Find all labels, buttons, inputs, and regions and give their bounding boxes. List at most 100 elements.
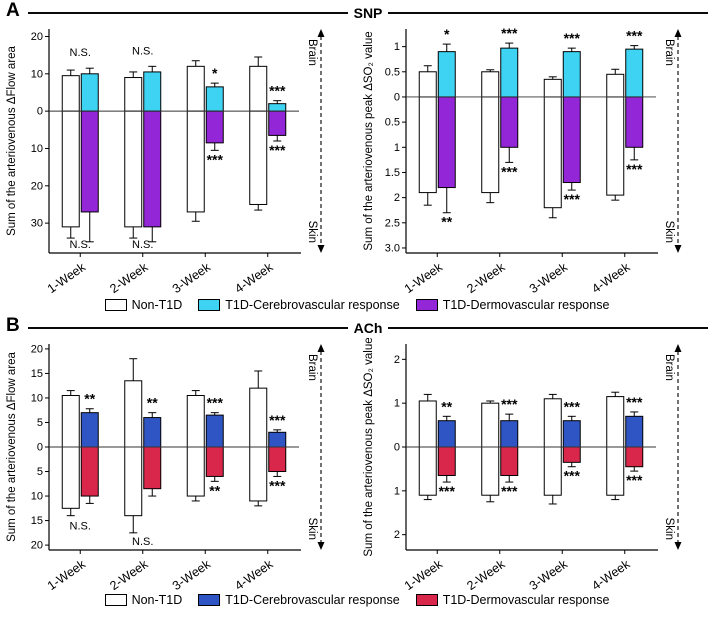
arrow-down-head <box>674 245 681 253</box>
significance-label: ** <box>441 398 452 414</box>
panel-b-charts: Sum of the arteriovenous ΔFlow area 20 15 1… <box>0 338 714 590</box>
panel-a-header: A SNP <box>0 0 714 23</box>
legend-swatch <box>104 594 127 606</box>
y-tick-label: 0 <box>36 106 42 118</box>
significance-label: *** <box>501 163 518 179</box>
bar-dermovascular <box>562 96 581 184</box>
bar-non-t1d <box>123 380 142 448</box>
y-tick-label: 10 <box>30 143 42 155</box>
legend-item: Non-T1D <box>104 298 182 312</box>
legend-label: T1D-Cerebrovascular response <box>225 298 400 312</box>
significance-label: *** <box>501 396 518 412</box>
legend-label: Non-T1D <box>131 593 183 607</box>
significance-label: ** <box>441 214 452 230</box>
bar-dermovascular <box>267 446 286 473</box>
y-tick-label: 0 <box>393 91 399 103</box>
bar-non-t1d <box>418 400 437 448</box>
legend-label: T1D-Dermovascular response <box>442 593 610 607</box>
bar-non-t1d <box>123 446 142 517</box>
significance-label: ** <box>209 482 220 498</box>
bar-cerebrovascular <box>267 431 286 448</box>
bar-non-t1d <box>186 395 205 448</box>
panel-a: A SNP Sum of the arteriovenous ΔFlow are… <box>0 0 714 315</box>
panel-a-charts: Sum of the arteriovenous ΔFlow area 20 10 0… <box>0 23 714 295</box>
y-tick-label: 1 <box>393 41 399 53</box>
bar-dermovascular <box>142 446 161 490</box>
arrow-down-head <box>674 542 681 550</box>
bar-dermovascular <box>80 446 99 497</box>
legend-swatch <box>104 299 127 311</box>
significance-label: ** <box>146 395 157 411</box>
legend-item: T1D-Cerebrovascular response <box>198 298 400 312</box>
bar-cerebrovascular <box>142 417 161 448</box>
significance-label: ** <box>84 391 95 407</box>
legend-a: Non-T1D T1D-Cerebrovascular response T1D-D… <box>0 295 714 315</box>
y-tick-label: 1 <box>393 485 399 497</box>
x-tick-label: 4-Week <box>232 557 276 590</box>
bar-dermovascular <box>80 110 99 213</box>
significance-label: *** <box>563 30 580 46</box>
bar-dermovascular <box>562 446 581 463</box>
x-tick-label: 2-Week <box>107 557 151 590</box>
legend-swatch <box>198 299 221 311</box>
significance-label: *** <box>626 28 643 44</box>
y-axis-label: Sum of the arteriovenous ΔFlow area <box>6 45 18 235</box>
bar-cerebrovascular <box>142 71 161 112</box>
significance-label: *** <box>269 477 286 493</box>
y-tick-label: 20 <box>30 540 42 552</box>
legend-swatch <box>198 594 221 606</box>
y-tick-label: 2 <box>393 192 399 204</box>
chart-svg: Sum of the arteriovenous ΔFlow area 20 10 0… <box>6 29 324 295</box>
bar-non-t1d <box>418 446 437 496</box>
chart-ach-flow: Sum of the arteriovenous ΔFlow area 20 15 1… <box>0 338 357 590</box>
bar-non-t1d <box>418 71 437 98</box>
x-tick-label: 3-Week <box>169 557 213 590</box>
panel-b-header: B ACh <box>0 315 714 338</box>
chart-snp-flow: Sum of the arteriovenous ΔFlow area 20 10 0… <box>0 23 357 295</box>
bar-cerebrovascular <box>205 414 224 448</box>
significance-label: *** <box>563 468 580 484</box>
y-axis-label: Sum of the arteriovenous peak ΔSO₂ value <box>363 338 375 557</box>
panel-b-label: B <box>6 315 20 336</box>
chart-snp-so2: Sum of the arteriovenous peak ΔSO₂ value… <box>357 23 714 295</box>
y-tick-label: 5 <box>36 417 42 429</box>
bar-non-t1d <box>543 446 562 496</box>
x-tick-label: 3-Week <box>526 260 570 295</box>
significance-label: *** <box>269 83 286 99</box>
significance-label: *** <box>626 472 643 488</box>
x-tick-label: 4-Week <box>589 260 633 295</box>
y-axis-label: Sum of the arteriovenous peak ΔSO₂ value <box>363 31 375 250</box>
significance-label: N.S. <box>132 239 153 251</box>
bar-non-t1d <box>605 96 624 196</box>
significance-label: *** <box>269 142 286 158</box>
significance-label: *** <box>206 151 223 167</box>
y-tick-label: 1 <box>393 398 399 410</box>
bar-dermovascular <box>267 110 286 136</box>
legend-swatch <box>415 594 438 606</box>
significance-label: *** <box>626 394 643 410</box>
arrow-up-head <box>674 344 681 352</box>
brain-label: Brain <box>306 354 318 381</box>
significance-label: *** <box>206 395 223 411</box>
header-rule <box>388 11 709 15</box>
bar-non-t1d <box>605 446 624 496</box>
bar-dermovascular <box>437 446 456 476</box>
legend-item: Non-T1D <box>104 593 183 607</box>
bar-non-t1d <box>480 402 499 448</box>
y-tick-label: 2 <box>393 529 399 541</box>
y-tick-label: 20 <box>30 343 42 355</box>
y-tick-label: 20 <box>30 180 42 192</box>
panel-a-title: SNP <box>353 5 383 21</box>
bar-non-t1d <box>248 65 267 112</box>
arrow-up-head <box>317 344 324 352</box>
legend-swatch <box>415 299 438 311</box>
bar-cerebrovascular <box>205 86 224 112</box>
bar-cerebrovascular <box>562 420 581 448</box>
x-tick-label: 2-Week <box>464 260 508 295</box>
y-tick-label: 10 <box>30 392 42 404</box>
bar-dermovascular <box>205 110 224 144</box>
bar-non-t1d <box>543 78 562 98</box>
significance-label: *** <box>501 25 518 41</box>
x-tick-label: 2-Week <box>107 260 151 295</box>
brain-label: Brain <box>663 354 675 381</box>
